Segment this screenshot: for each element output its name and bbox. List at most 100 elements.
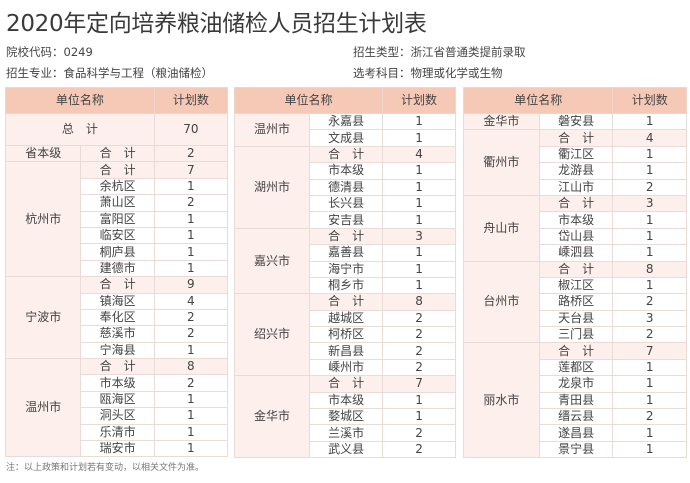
district-name: 市本级: [309, 162, 384, 180]
district-name: 镇海区: [80, 292, 155, 310]
city-name: 衢州市: [463, 129, 540, 196]
table-row: 温州市 永嘉县 1: [233, 112, 456, 147]
plan-count: 2: [153, 325, 229, 343]
table-row: 市本级 1: [235, 162, 456, 180]
city-name: 温州市: [233, 113, 311, 147]
plan-count: 2: [153, 194, 229, 212]
district-name: 遂昌县: [538, 424, 614, 442]
district-name: 新昌县: [309, 342, 384, 360]
plan-count: 2: [382, 440, 456, 459]
plan-count: 7: [382, 375, 456, 393]
plan-count: 4: [153, 292, 229, 310]
plan-count: 1: [382, 391, 456, 410]
plan-count: 8: [382, 293, 456, 311]
plan-count: 7: [612, 342, 687, 360]
table-row: 长兴县 1: [235, 194, 456, 213]
table-row: 越城区 2: [235, 309, 456, 328]
plan-count: 2: [612, 293, 687, 311]
district-name: 合 计: [538, 194, 614, 213]
district-name: 莲都区: [538, 358, 614, 377]
table-row: 莲都区 1: [464, 358, 687, 377]
city-name: 丽水市: [463, 342, 540, 459]
city-name: 湖州市: [233, 145, 311, 229]
table-row: 婺城区 1: [235, 408, 456, 426]
page-title: 2020年定向培养粮油储检人员招生计划表: [6, 11, 427, 37]
district-name: 岱山县: [538, 227, 614, 246]
plan-count: 1: [153, 423, 229, 442]
district-name: 兰溪市: [309, 424, 384, 442]
district-name: 龙泉市: [538, 375, 614, 393]
district-name: 余杭区: [80, 177, 155, 196]
city-name: 宁波市: [4, 276, 82, 360]
city-name: 台州市: [463, 260, 540, 344]
plan-count: 1: [382, 276, 456, 295]
table-row: 桐庐县 1: [6, 243, 229, 261]
plan-count: 1: [612, 424, 687, 442]
plan-count: 1: [612, 145, 687, 164]
district-name: 桐庐县: [80, 243, 155, 261]
district-name: 乐清市: [80, 423, 155, 442]
header-row: 单位名称 计划数: [462, 87, 687, 114]
district-name: 宁海县: [80, 341, 155, 360]
district-name: 景宁县: [538, 440, 614, 459]
plan-count: 4: [612, 129, 687, 147]
plan-count: 1: [382, 112, 456, 131]
plan-count: 2: [382, 309, 456, 328]
table-row: 海宁市 1: [235, 260, 456, 278]
table-row: 椒江区 1: [464, 276, 687, 295]
school-code: 院校代码：0249: [6, 45, 93, 59]
district-name: 永嘉县: [309, 112, 384, 131]
district-name: 缙云县: [538, 408, 614, 426]
plan-count: 1: [612, 244, 687, 262]
district-name: 合 计: [80, 358, 155, 376]
header-unit-name: 单位名称: [233, 87, 384, 114]
enrollment-type: 招生类型：浙江省普通类提前录取: [353, 45, 526, 59]
district-name: 慈溪市: [80, 325, 155, 343]
district-name: 三门县: [538, 326, 614, 344]
total-row: 总 计 70: [5, 113, 229, 146]
header-unit-name: 单位名称: [462, 87, 614, 114]
district-name: 合 计: [538, 260, 614, 278]
plan-count: 1: [612, 211, 687, 229]
table-row: 文成县 1: [235, 129, 456, 147]
district-name: 临安区: [80, 226, 155, 245]
plan-count: 1: [612, 112, 687, 131]
district-name: 市本级: [538, 211, 614, 229]
plan-count: 2: [382, 326, 456, 344]
district-name: 合 计: [309, 293, 384, 311]
plan-count: 2: [382, 342, 456, 360]
table-row: 兰溪市 2: [235, 424, 456, 442]
plan-count: 1: [153, 243, 229, 261]
district-name: 安吉县: [309, 211, 384, 229]
plan-count: 1: [153, 226, 229, 245]
plan-count: 1: [612, 276, 687, 295]
plan-count: 1: [382, 194, 456, 213]
header-row: 单位名称 计划数: [5, 87, 229, 114]
footnote: 注：以上政策和计划若有变动，以相关文件为准。: [6, 463, 205, 473]
district-name: 洞头区: [80, 407, 155, 425]
city-name: 嘉兴市: [233, 227, 311, 295]
district-name: 椒江区: [538, 276, 614, 295]
district-name: 桐乡市: [309, 276, 384, 295]
total-value: 70: [153, 113, 229, 146]
plan-table-1: 单位名称 计划数总 计 70 省本级合 计 2 杭州市合 计 7 余杭区 1 萧山区 2 富阳区 1 临安…: [4, 87, 229, 458]
table-row: 奉化区 2: [6, 308, 229, 327]
plan-count: 3: [612, 309, 687, 328]
plan-count: 2: [612, 408, 687, 426]
plan-count: 1: [382, 244, 456, 262]
plan-count: 2: [612, 326, 687, 344]
plan-count: 8: [612, 260, 687, 278]
table-row: 临安区 1: [6, 226, 229, 245]
city-name: 舟山市: [463, 194, 540, 262]
plan-count: 1: [382, 211, 456, 229]
district-name: 合 计: [309, 375, 384, 393]
district-name: 越城区: [309, 309, 384, 328]
table-row: 龙游县 1: [464, 162, 687, 180]
table-row: 衢江区 1: [464, 145, 687, 164]
